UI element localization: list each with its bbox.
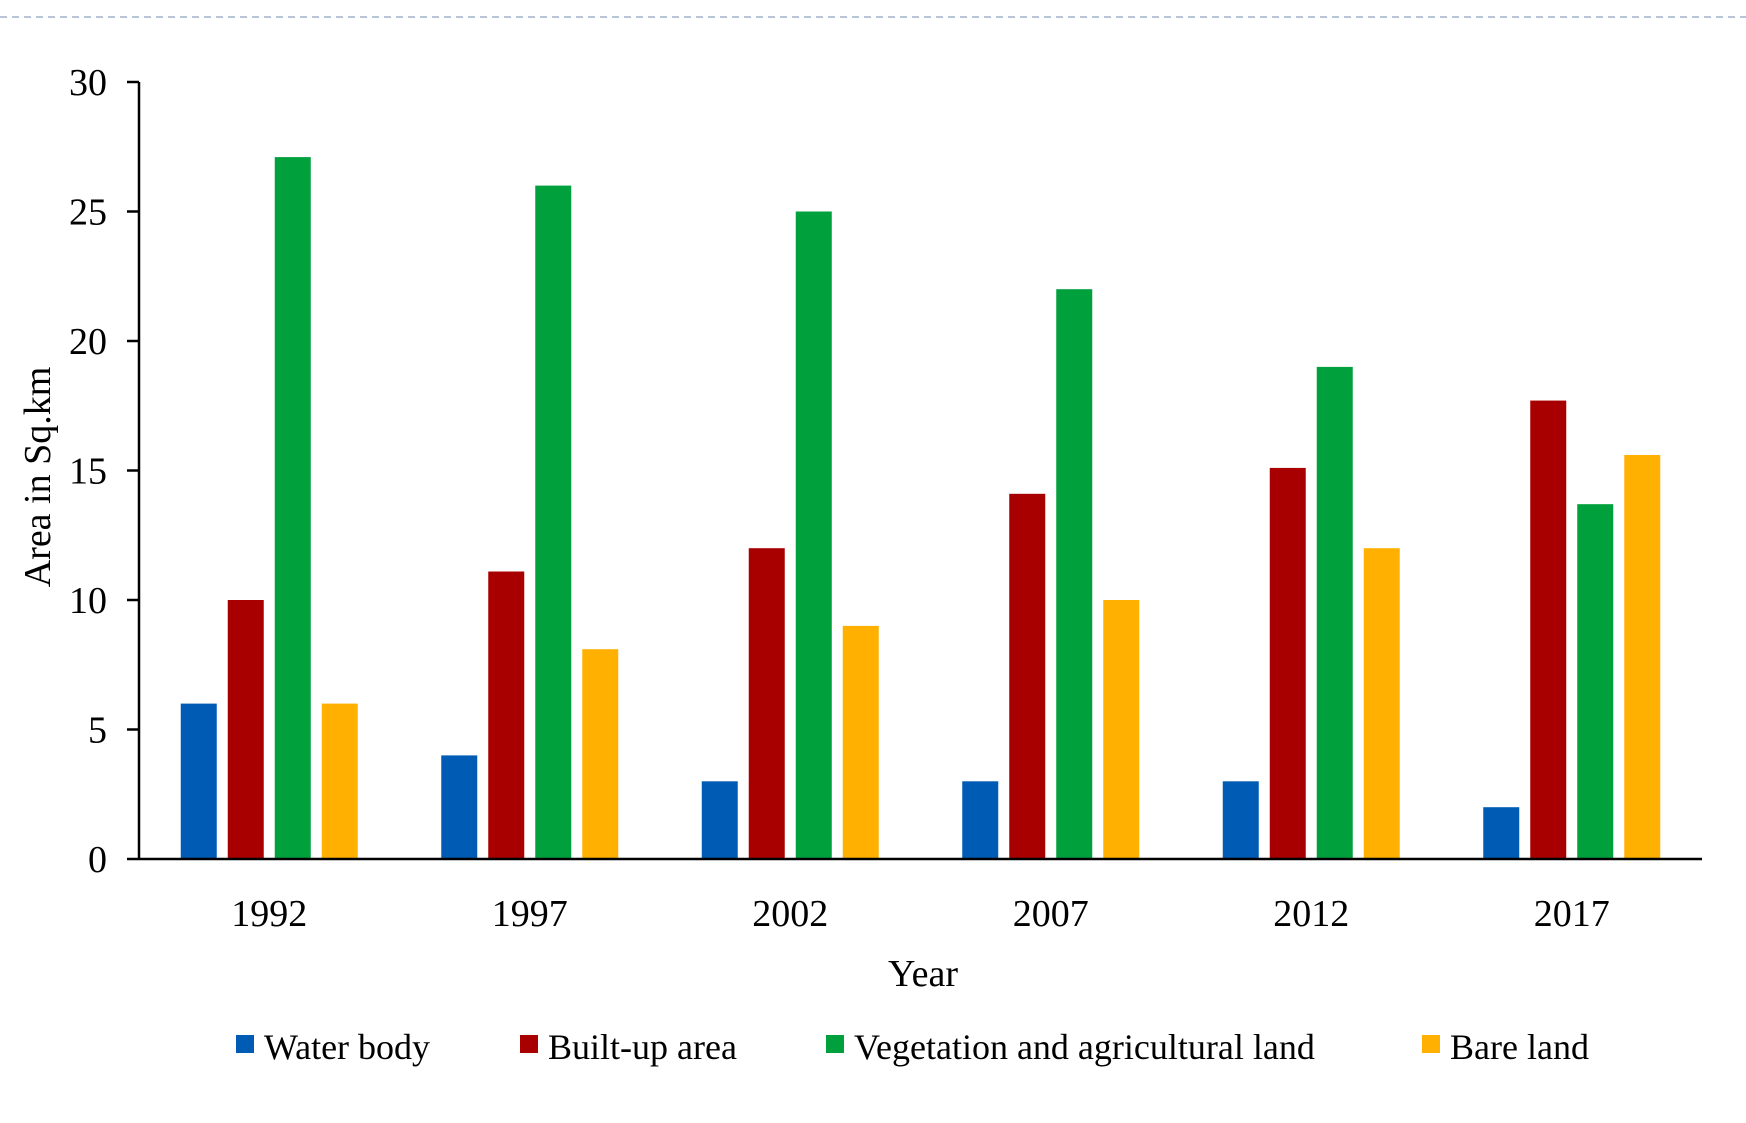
bar-bare-land-1997	[582, 649, 619, 859]
bar-water-body-2012	[1222, 781, 1259, 859]
x-tick-label: 2002	[752, 893, 828, 935]
legend-swatch-vegetation-and-agricultural-land	[826, 1035, 844, 1053]
bar-water-body-2002	[701, 781, 738, 859]
bar-water-body-2017	[1483, 807, 1520, 859]
y-tick-label: 10	[69, 580, 107, 622]
bar-bare-land-2002	[842, 625, 879, 859]
legend-label-bare-land: Bare land	[1450, 1027, 1589, 1067]
bar-bare-land-2012	[1363, 548, 1400, 859]
y-tick-label: 25	[69, 192, 107, 234]
y-tick-label: 5	[88, 710, 107, 752]
y-tick-label: 15	[69, 451, 107, 493]
bar-built-up-area-2012	[1269, 467, 1306, 859]
y-axis-title: Area in Sq.km	[17, 367, 59, 588]
x-tick-label: 2007	[1013, 893, 1089, 935]
axes-layer: 0 5 10 15 20 25 30 1992 1997 2002 2007 2012 2017	[69, 62, 1702, 935]
bar-bare-land-1992	[321, 703, 358, 859]
bar-vegetation-and-agricultural-land-2012	[1316, 366, 1353, 859]
bar-vegetation-and-agricultural-land-1992	[274, 157, 311, 860]
bar-vegetation-and-agricultural-land-2007	[1056, 289, 1093, 859]
legend-swatch-bare-land	[1422, 1035, 1440, 1053]
x-tick-label: 2017	[1534, 893, 1610, 935]
bar-built-up-area-2017	[1530, 400, 1567, 859]
legend-label-built-up-area: Built-up area	[548, 1027, 737, 1067]
bar-bare-land-2007	[1103, 600, 1140, 859]
bar-water-body-2007	[962, 781, 999, 859]
y-tick-label: 20	[69, 321, 107, 363]
bar-built-up-area-2002	[748, 548, 785, 859]
bar-bare-land-2017	[1624, 454, 1661, 859]
bar-built-up-area-2007	[1009, 493, 1046, 859]
x-tick-label: 1997	[492, 893, 568, 935]
legend: Water body Built-up area Vegetation and ag…	[236, 1027, 1589, 1067]
bar-water-body-1997	[441, 755, 478, 859]
bar-vegetation-and-agricultural-land-2002	[795, 211, 832, 859]
legend-swatch-water-body	[236, 1035, 254, 1053]
bar-water-body-1992	[180, 703, 217, 859]
x-tick-label: 2012	[1273, 893, 1349, 935]
legend-label-water-body: Water body	[264, 1027, 430, 1067]
bar-vegetation-and-agricultural-land-2017	[1577, 504, 1614, 859]
y-tick-label: 0	[88, 839, 107, 881]
bar-vegetation-and-agricultural-land-1997	[535, 185, 572, 860]
legend-label-vegetation-and-agricultural-land: Vegetation and agricultural land	[854, 1027, 1315, 1067]
bar-built-up-area-1992	[227, 600, 264, 859]
bar-built-up-area-1997	[488, 571, 525, 859]
bars-layer	[180, 157, 1661, 860]
x-axis-title: Year	[888, 953, 958, 995]
legend-swatch-built-up-area	[520, 1035, 538, 1053]
x-tick-label: 1992	[231, 893, 307, 935]
y-tick-label: 30	[69, 62, 107, 104]
